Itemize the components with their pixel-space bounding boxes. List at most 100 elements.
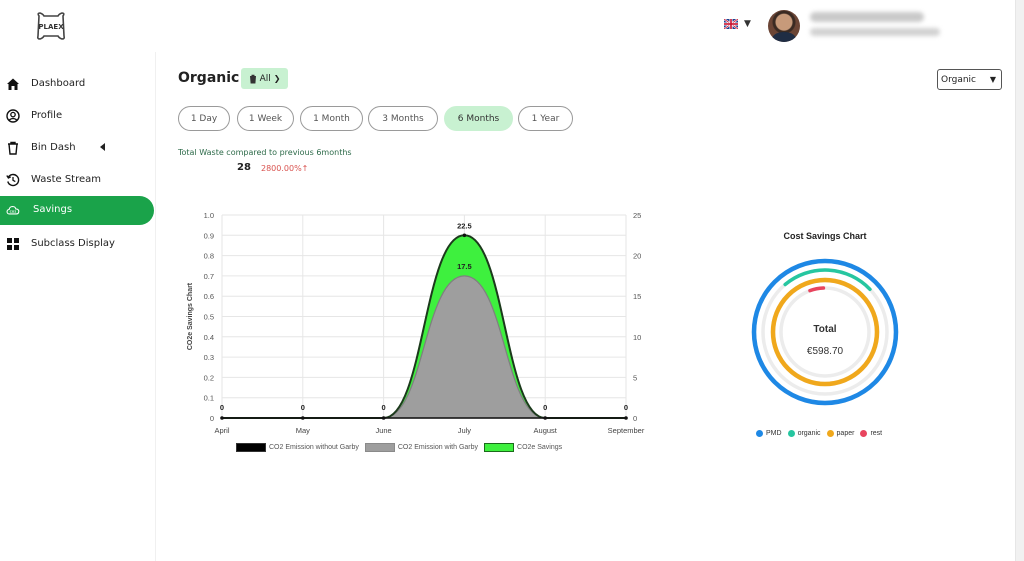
svg-text:CO2: CO2 (10, 210, 17, 214)
sidebar-item-label: Waste Stream (31, 174, 102, 185)
sidebar-item-waste-stream[interactable]: Waste Stream (0, 164, 155, 196)
sidebar-item-label: Profile (31, 110, 63, 121)
sidebar-item-dashboard[interactable]: Dashboard (0, 68, 155, 100)
y-right-tick-label: 15 (633, 292, 641, 301)
y-left-tick-label: 0 (210, 414, 214, 423)
sidebar: Dashboard Profile Bin Dash Waste Stream (0, 68, 155, 260)
total-waste-value: 28 (237, 162, 251, 173)
donut-arc-paper[interactable] (770, 277, 880, 387)
sidebar-item-profile[interactable]: Profile (0, 100, 155, 132)
legend-item-co2e-savings[interactable]: CO2e Savings (484, 443, 562, 452)
data-label: 0 (624, 403, 628, 412)
legend-label: CO2 Emission without Garby (269, 444, 359, 451)
sidebar-item-subclass-display[interactable]: Subclass Display (0, 228, 155, 260)
legend-item-paper[interactable]: paper (826, 430, 855, 437)
legend-item-organic[interactable]: organic (787, 430, 821, 437)
y-left-tick-label: 0.9 (204, 231, 214, 240)
donut-center-label: Total (813, 324, 836, 335)
legend-item-with-garby[interactable]: CO2 Emission with Garby (364, 443, 479, 452)
user-info-redacted[interactable] (810, 12, 940, 36)
x-tick-label: July (458, 426, 472, 435)
language-selector[interactable]: ▼ (724, 19, 751, 29)
x-tick-label: August (534, 426, 558, 435)
data-label: 22.5 (457, 221, 472, 230)
legend-dot (826, 430, 834, 437)
legend-swatch (364, 443, 395, 452)
data-label: 0 (382, 403, 386, 412)
legend-dot (860, 430, 868, 437)
chevron-down-icon: ▼ (744, 19, 751, 29)
y-left-tick-label: 0.3 (204, 353, 214, 362)
user-circle-icon (6, 109, 20, 123)
sidebar-item-label: Savings (33, 204, 73, 215)
x-tick-label: May (296, 426, 310, 435)
sidebar-item-label: Bin Dash (31, 142, 76, 153)
sidebar-item-label: Subclass Display (31, 238, 115, 249)
collapse-arrow-icon[interactable] (100, 143, 105, 151)
grid-icon (7, 238, 19, 250)
donut-arc-organic[interactable] (748, 255, 902, 409)
y-right-tick-label: 10 (633, 333, 641, 342)
legend-label: organic (797, 430, 821, 437)
y-left-tick-label: 0.5 (204, 313, 214, 322)
x-tick-label: June (375, 426, 391, 435)
legend-label: rest (870, 430, 883, 437)
sidebar-divider (155, 52, 156, 561)
y-left-tick-label: 0.1 (204, 394, 214, 403)
cost-savings-title: Cost Savings Chart (783, 231, 867, 241)
uk-flag-icon (724, 19, 738, 29)
data-label: 0 (543, 403, 547, 412)
range-1-week-button[interactable]: 1 Week (237, 106, 294, 131)
sidebar-item-savings[interactable]: CO2 Savings (0, 196, 154, 225)
range-6-months-button[interactable]: 6 Months (444, 106, 513, 131)
y-left-tick-label: 0.8 (204, 252, 214, 261)
avatar[interactable] (768, 10, 800, 42)
range-3-months-button[interactable]: 3 Months (368, 106, 438, 131)
category-select[interactable]: Organic ▼ (937, 69, 1002, 90)
scrollbar[interactable] (1015, 0, 1024, 561)
total-waste-change: 2800.00%↑ (261, 164, 309, 173)
x-tick-label: September (608, 426, 645, 435)
legend-label: CO2e Savings (517, 444, 563, 451)
cost-savings-donut: Total €598.70 (748, 255, 902, 409)
data-label: 17.5 (457, 262, 472, 271)
legend-label: paper (836, 430, 855, 437)
range-1-year-button[interactable]: 1 Year (518, 106, 573, 131)
legend-dot (756, 430, 763, 437)
y-right-tick-label: 0 (633, 414, 637, 423)
donut-legend: PMD organic paper rest (756, 430, 882, 437)
y-right-tick-label: 25 (633, 211, 641, 220)
legend-item-without-garby[interactable]: CO2 Emission without Garby (236, 443, 359, 452)
y-left-tick-label: 0.6 (204, 292, 214, 301)
chevron-down-icon: ▼ (989, 75, 996, 84)
donut-arc-pmd[interactable] (751, 258, 899, 406)
data-point (220, 416, 224, 420)
range-1-month-button[interactable]: 1 Month (300, 106, 363, 131)
data-point (543, 416, 547, 420)
y-left-tick-label: 1.0 (204, 211, 214, 220)
legend-dot (787, 430, 795, 437)
sidebar-item-label: Dashboard (31, 78, 86, 89)
range-1-day-button[interactable]: 1 Day (178, 106, 230, 131)
total-waste-caption: Total Waste compared to previous 6months (178, 148, 352, 157)
data-point (624, 416, 628, 420)
donut-center-value: €598.70 (807, 346, 844, 357)
sidebar-item-bin-dash[interactable]: Bin Dash (0, 132, 155, 164)
history-icon (6, 173, 20, 187)
category-select-value: Organic (941, 74, 977, 85)
legend-label: CO2 Emission with Garby (397, 444, 479, 451)
series-with-garby-area (222, 275, 626, 419)
legend-item-rest[interactable]: rest (860, 430, 882, 437)
bin-icon (249, 74, 256, 83)
logo-text: PLAEX (38, 23, 64, 31)
trash-icon (8, 141, 18, 155)
donut-arc-rest[interactable] (769, 276, 882, 389)
legend-label: PMD (766, 430, 782, 437)
filter-dropdown-button[interactable]: All ❯ (241, 68, 288, 89)
plaex-logo[interactable]: PLAEX (34, 10, 68, 42)
data-point (462, 233, 467, 238)
co2-chart-legend: CO2 Emission without Garby CO2 Emission … (236, 443, 562, 452)
legend-item-pmd[interactable]: PMD (756, 430, 782, 437)
co2-cloud-icon: CO2 (6, 205, 20, 215)
